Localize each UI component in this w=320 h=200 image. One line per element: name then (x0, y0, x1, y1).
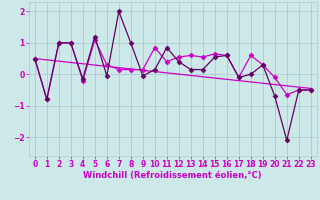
X-axis label: Windchill (Refroidissement éolien,°C): Windchill (Refroidissement éolien,°C) (84, 171, 262, 180)
